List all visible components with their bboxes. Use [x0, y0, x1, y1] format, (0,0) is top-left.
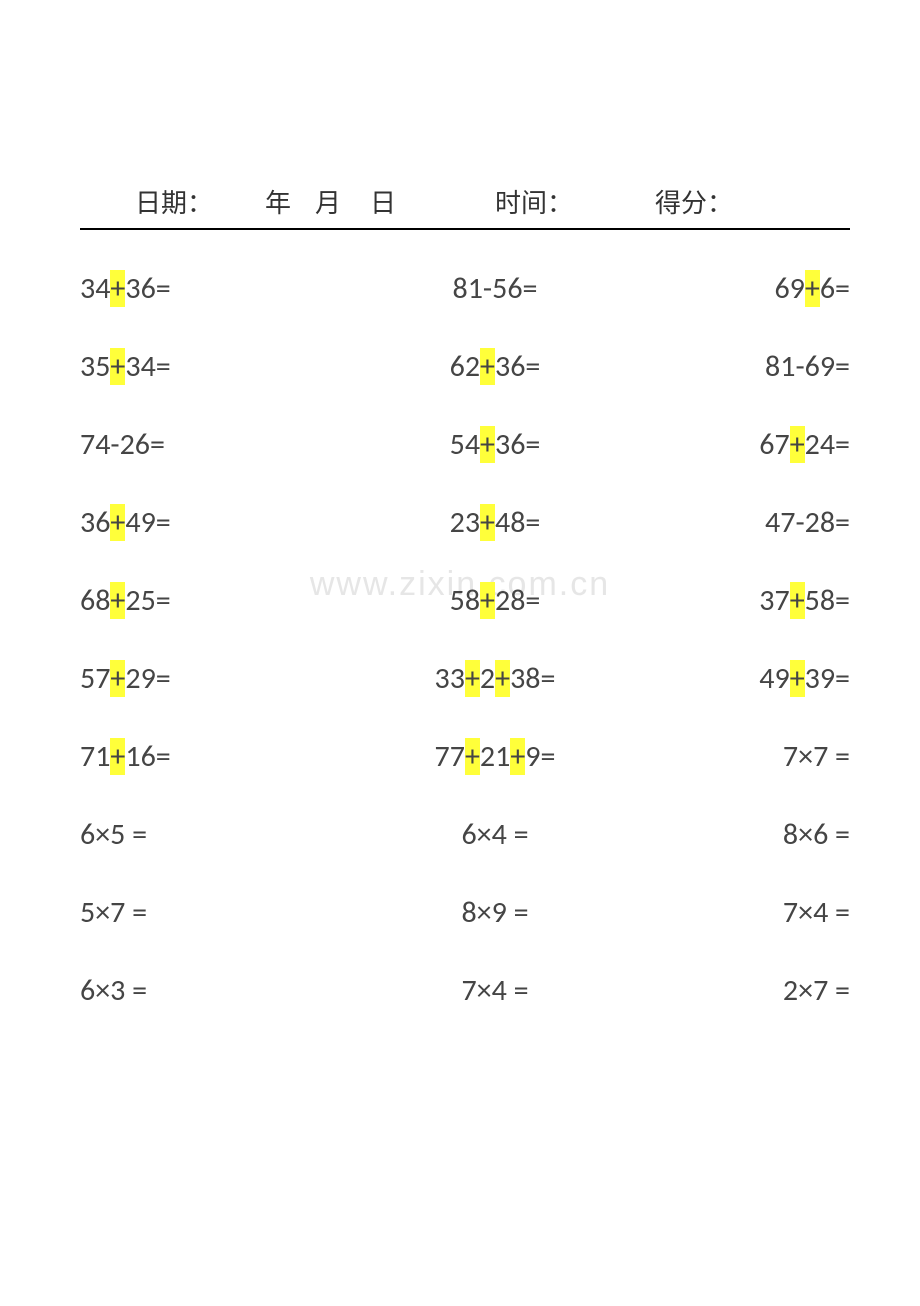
problem-cell: 7×4 = [345, 952, 645, 1030]
problem-expression: 35+34= [80, 328, 171, 406]
problem-cell: 81-69= [610, 328, 850, 406]
problem-row: 5×7 = 8×9 = 7×4 = [80, 874, 850, 952]
problem-expression: 81-69= [765, 328, 850, 406]
problem-cell: 33+2+38= [345, 640, 645, 718]
problem-expression: 57+29= [80, 640, 171, 718]
problem-cell: 6×5 = [80, 796, 380, 874]
problem-cell: 49+39= [610, 640, 850, 718]
problem-cell: 71+16= [80, 718, 380, 796]
problem-row: 71+16= 77+21+9= 7×7 = [80, 718, 850, 796]
problem-expression: 8×9 = [461, 874, 528, 952]
problem-expression: 34+36= [80, 250, 171, 328]
problem-cell: 58+28= [345, 562, 645, 640]
problem-expression: 71+16= [80, 718, 171, 796]
problem-row: 6×3 = 7×4 = 2×7 = [80, 952, 850, 1030]
problem-expression: 6×4 = [461, 796, 528, 874]
header-label: 月 [315, 183, 341, 220]
problem-row: 57+29= 33+2+38= 49+39= [80, 640, 850, 718]
problem-cell: 5×7 = [80, 874, 380, 952]
problem-row: 34+36= 81-56= 69+6= [80, 250, 850, 328]
header-bar: 日期： 年月日 时间： 得分： [80, 180, 850, 230]
problem-cell: 69+6= [610, 250, 850, 328]
problem-expression: 7×7 = [783, 718, 850, 796]
problem-cell: 67+24= [610, 406, 850, 484]
problem-cell: 37+58= [610, 562, 850, 640]
problem-expression: 81-56= [453, 250, 538, 328]
problem-expression: 6×5 = [80, 796, 147, 874]
problem-expression: 6×3 = [80, 952, 147, 1030]
problem-cell: 35+34= [80, 328, 380, 406]
problem-cell: 23+48= [345, 484, 645, 562]
header-label: 得分： [655, 183, 733, 220]
problem-cell: 8×9 = [345, 874, 645, 952]
problem-row: 6×5 = 6×4 = 8×6 = [80, 796, 850, 874]
problem-row: 36+49= 23+48= 47-28= [80, 484, 850, 562]
problem-expression: 33+2+38= [435, 640, 556, 718]
problem-expression: 5×7 = [80, 874, 147, 952]
problem-expression: 58+28= [450, 562, 541, 640]
header-label: 日 [370, 183, 396, 220]
worksheet-page: 日期：年月日时间：得分： www.zixin.com.cn 34+36=81-5… [0, 0, 920, 1306]
problem-cell: 68+25= [80, 562, 380, 640]
header-label: 日期： [135, 183, 213, 220]
problem-expression: 54+36= [450, 406, 541, 484]
problem-cell: 47-28= [610, 484, 850, 562]
problem-row: 68+25= 58+28= 37+58= [80, 562, 850, 640]
problem-cell: 77+21+9= [345, 718, 645, 796]
problem-cell: 74-26= [80, 406, 380, 484]
header-label: 时间： [495, 183, 573, 220]
problem-expression: 68+25= [80, 562, 171, 640]
problem-expression: 47-28= [765, 484, 850, 562]
problem-expression: 77+21+9= [435, 718, 556, 796]
problem-cell: 6×4 = [345, 796, 645, 874]
problem-cell: 81-56= [345, 250, 645, 328]
problem-expression: 74-26= [80, 406, 165, 484]
problem-cell: 2×7 = [610, 952, 850, 1030]
problem-expression: 36+49= [80, 484, 171, 562]
problem-expression: 23+48= [450, 484, 541, 562]
problem-expression: 7×4 = [461, 952, 528, 1030]
problem-grid: 34+36=81-56=69+6=35+34=62+36=81-69=74-26… [80, 250, 850, 1030]
problem-cell: 34+36= [80, 250, 380, 328]
problem-expression: 67+24= [759, 406, 850, 484]
problem-row: 35+34= 62+36= 81-69= [80, 328, 850, 406]
problem-expression: 2×7 = [783, 952, 850, 1030]
problem-cell: 7×7 = [610, 718, 850, 796]
problem-cell: 7×4 = [610, 874, 850, 952]
problem-expression: 8×6 = [783, 796, 850, 874]
problem-expression: 62+36= [450, 328, 541, 406]
problem-cell: 57+29= [80, 640, 380, 718]
problem-cell: 6×3 = [80, 952, 380, 1030]
problem-cell: 36+49= [80, 484, 380, 562]
problem-cell: 8×6 = [610, 796, 850, 874]
problem-cell: 62+36= [345, 328, 645, 406]
problem-expression: 69+6= [774, 250, 850, 328]
header-label: 年 [265, 183, 291, 220]
problem-expression: 49+39= [759, 640, 850, 718]
problem-expression: 7×4 = [783, 874, 850, 952]
problem-expression: 37+58= [759, 562, 850, 640]
problem-cell: 54+36= [345, 406, 645, 484]
problem-row: 74-26= 54+36= 67+24= [80, 406, 850, 484]
